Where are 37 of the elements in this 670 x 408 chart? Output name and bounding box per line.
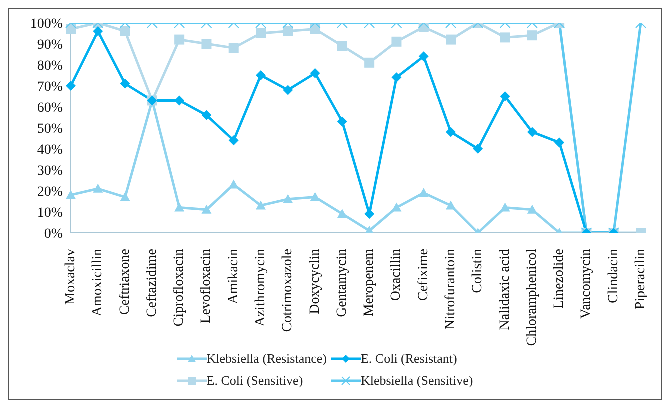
x-tick-label: Nitrofurantoin — [444, 249, 458, 330]
x-tick-label: Piperacilin — [634, 249, 648, 310]
x-tick-label: Linezolide — [552, 249, 568, 309]
x-tick-label: Oxacillin — [389, 249, 404, 302]
y-tick-label: 100% — [30, 16, 64, 32]
y-tick-label: 90% — [37, 38, 64, 53]
legend-label: Klebsiella (Sensitive) — [360, 373, 474, 389]
x-tick-label: Amikacin — [226, 249, 242, 304]
x-tick-label: Meropenem — [362, 248, 378, 317]
y-tick-label: 70% — [37, 80, 64, 95]
x-tick-label: Moxaclav — [64, 249, 78, 305]
x-tick-label: Cefixime — [416, 249, 432, 302]
x-tick-label: Ceftazidime — [144, 249, 160, 318]
x-tick-label: Levofloxacin — [199, 249, 214, 324]
legend-label: E. Coli (Sensitive) — [206, 373, 304, 389]
x-tick-label: Azithromycin — [254, 249, 268, 327]
y-tick-label: 10% — [37, 206, 64, 221]
x-tick-label: Vancomycin — [579, 249, 594, 319]
x-tick-label: Doxycyclin — [308, 249, 323, 314]
legend-label: E. Coli (Resistant) — [360, 351, 458, 367]
y-tick-label: 0% — [44, 226, 64, 242]
y-tick-label: 40% — [37, 142, 64, 158]
y-tick-label: 20% — [37, 184, 64, 200]
x-tick-label: Nalidaxic acid — [498, 249, 513, 330]
y-tick-label: 30% — [37, 164, 64, 179]
x-tick-label: Chloramphenicol — [524, 248, 540, 346]
x-tick-label: Ciprofloxacin — [172, 249, 188, 327]
x-tick-label: Clindacin — [606, 249, 622, 304]
y-tick-label: 50% — [37, 122, 64, 137]
y-tick-label: 80% — [37, 58, 64, 74]
y-tick-label: 60% — [37, 100, 64, 116]
x-tick-label: Colistin — [470, 249, 486, 294]
legend-label: Klebsiella (Resistance) — [206, 351, 327, 367]
x-tick-label: Ceftriaxone — [118, 249, 133, 316]
x-tick-label: Amoxicillin — [90, 249, 106, 317]
x-tick-label: Gentamycin — [334, 249, 350, 318]
x-tick-label: Cotrimoxazole — [280, 249, 296, 332]
